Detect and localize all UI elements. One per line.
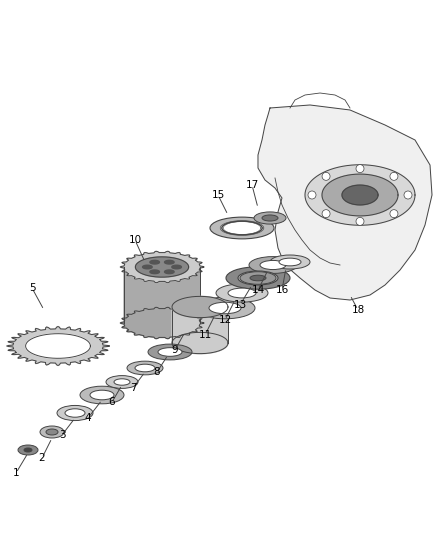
Polygon shape: [150, 270, 159, 273]
Text: 2: 2: [39, 453, 45, 463]
Circle shape: [356, 217, 364, 225]
Ellipse shape: [158, 348, 182, 357]
Ellipse shape: [195, 297, 255, 319]
Text: 13: 13: [233, 300, 247, 310]
Text: 14: 14: [251, 285, 265, 295]
Polygon shape: [7, 327, 109, 366]
Text: 4: 4: [85, 413, 91, 423]
Polygon shape: [150, 260, 159, 264]
Ellipse shape: [57, 406, 93, 421]
Ellipse shape: [262, 215, 278, 221]
Text: 5: 5: [28, 283, 35, 293]
Polygon shape: [165, 260, 174, 264]
Polygon shape: [258, 105, 432, 300]
Ellipse shape: [254, 212, 286, 224]
Circle shape: [308, 191, 316, 199]
Polygon shape: [135, 257, 189, 277]
Ellipse shape: [90, 390, 114, 400]
Polygon shape: [143, 265, 152, 269]
Text: 15: 15: [212, 190, 225, 200]
Ellipse shape: [249, 256, 297, 273]
Text: 11: 11: [198, 330, 212, 340]
Ellipse shape: [238, 271, 278, 285]
Text: 8: 8: [154, 367, 160, 377]
Circle shape: [390, 209, 398, 217]
Ellipse shape: [250, 275, 266, 281]
Polygon shape: [172, 307, 228, 353]
Ellipse shape: [240, 272, 276, 284]
Ellipse shape: [216, 284, 268, 302]
Polygon shape: [120, 251, 204, 282]
Ellipse shape: [40, 426, 64, 438]
Circle shape: [322, 209, 330, 217]
Ellipse shape: [114, 379, 130, 385]
Ellipse shape: [106, 376, 138, 389]
Ellipse shape: [279, 258, 301, 266]
Text: 9: 9: [172, 345, 178, 355]
Ellipse shape: [226, 267, 290, 289]
Polygon shape: [305, 165, 415, 225]
Polygon shape: [25, 334, 90, 358]
Ellipse shape: [127, 361, 163, 375]
Ellipse shape: [148, 344, 192, 360]
Polygon shape: [124, 267, 200, 337]
Ellipse shape: [209, 302, 241, 314]
Text: 17: 17: [245, 180, 258, 190]
Polygon shape: [322, 174, 398, 216]
Ellipse shape: [270, 255, 310, 269]
Ellipse shape: [46, 429, 58, 435]
Polygon shape: [165, 270, 174, 273]
Polygon shape: [172, 296, 228, 318]
Ellipse shape: [210, 217, 274, 239]
Text: 16: 16: [276, 285, 289, 295]
Ellipse shape: [80, 386, 124, 404]
Polygon shape: [120, 308, 204, 339]
Polygon shape: [172, 265, 181, 269]
Ellipse shape: [65, 409, 85, 417]
Text: 18: 18: [351, 305, 364, 315]
Circle shape: [404, 191, 412, 199]
Ellipse shape: [18, 445, 38, 455]
Text: 3: 3: [59, 430, 65, 440]
Text: 7: 7: [130, 383, 136, 393]
Ellipse shape: [222, 221, 262, 235]
Polygon shape: [342, 185, 378, 205]
Ellipse shape: [228, 288, 256, 298]
Circle shape: [390, 172, 398, 180]
Ellipse shape: [260, 261, 286, 270]
Text: 1: 1: [13, 468, 19, 478]
Polygon shape: [172, 333, 228, 353]
Text: 6: 6: [109, 397, 115, 407]
Ellipse shape: [24, 448, 32, 452]
Text: 12: 12: [219, 315, 232, 325]
Ellipse shape: [135, 364, 155, 372]
Circle shape: [322, 172, 330, 180]
Text: 10: 10: [128, 235, 141, 245]
Circle shape: [356, 165, 364, 173]
